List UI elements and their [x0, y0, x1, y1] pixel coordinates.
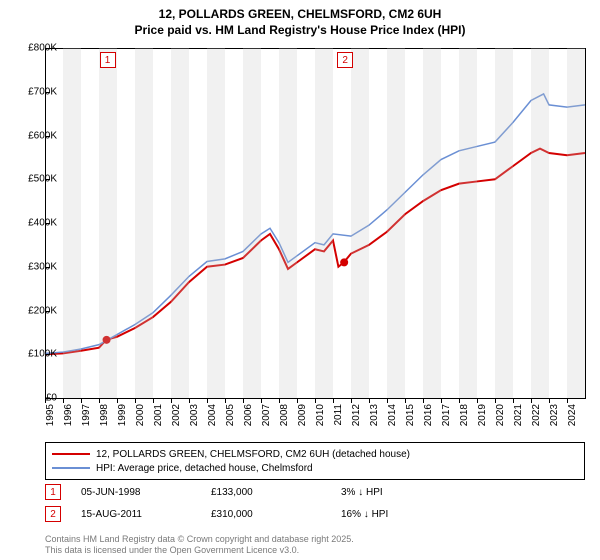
y-tick-label: £700K: [28, 86, 57, 97]
footer-line-2: This data is licensed under the Open Gov…: [45, 545, 354, 556]
sale-delta-1: 3% ↓ HPI: [341, 487, 383, 498]
x-tick-label: 2015: [405, 404, 416, 444]
x-tick-label: 2009: [297, 404, 308, 444]
x-tick-label: 1997: [81, 404, 92, 444]
chart-container: 12, POLLARDS GREEN, CHELMSFORD, CM2 6UH …: [0, 0, 600, 560]
x-tick-label: 2007: [261, 404, 272, 444]
legend-row-red: 12, POLLARDS GREEN, CHELMSFORD, CM2 6UH …: [52, 447, 578, 461]
sale-delta-2: 16% ↓ HPI: [341, 509, 388, 520]
x-tick-label: 2003: [189, 404, 200, 444]
legend-row-blue: HPI: Average price, detached house, Chel…: [52, 461, 578, 475]
x-tick-label: 1996: [63, 404, 74, 444]
x-tick-label: 1998: [99, 404, 110, 444]
chart-marker-2: 2: [337, 52, 353, 68]
x-tick-label: 2013: [369, 404, 380, 444]
x-tick-label: 2023: [549, 404, 560, 444]
y-tick-label: £100K: [28, 349, 57, 360]
x-tick-label: 2000: [135, 404, 146, 444]
x-tick-label: 2022: [531, 404, 542, 444]
sale-date-2: 15-AUG-2011: [81, 509, 211, 520]
x-tick-label: 2018: [459, 404, 470, 444]
x-tick-label: 2006: [243, 404, 254, 444]
x-tick-label: 1995: [45, 404, 56, 444]
sale-marker-2: 2: [45, 506, 61, 522]
y-tick-label: £500K: [28, 174, 57, 185]
x-tick-label: 2002: [171, 404, 182, 444]
y-tick-label: £400K: [28, 218, 57, 229]
legend-label-red: 12, POLLARDS GREEN, CHELMSFORD, CM2 6UH …: [96, 449, 410, 460]
x-tick-label: 2008: [279, 404, 290, 444]
chart-marker-1: 1: [100, 52, 116, 68]
x-tick-label: 2017: [441, 404, 452, 444]
x-tick-label: 2004: [207, 404, 218, 444]
x-tick-label: 2021: [513, 404, 524, 444]
sale-row-1: 1 05-JUN-1998 £133,000 3% ↓ HPI: [45, 484, 585, 500]
x-tick-label: 2020: [495, 404, 506, 444]
sale-marker-1: 1: [45, 484, 61, 500]
x-tick-label: 2012: [351, 404, 362, 444]
y-tick-label: £200K: [28, 305, 57, 316]
x-tick-label: 2014: [387, 404, 398, 444]
x-tick-label: 2001: [153, 404, 164, 444]
legend-label-blue: HPI: Average price, detached house, Chel…: [96, 463, 313, 474]
x-tick-label: 2011: [333, 404, 344, 444]
legend-swatch-red: [52, 453, 90, 455]
x-tick-label: 2019: [477, 404, 488, 444]
footer-line-1: Contains HM Land Registry data © Crown c…: [45, 534, 354, 545]
footer: Contains HM Land Registry data © Crown c…: [45, 534, 354, 557]
x-tick-label: 2010: [315, 404, 326, 444]
sale-dot-2: [340, 258, 348, 266]
x-tick-label: 1999: [117, 404, 128, 444]
x-tick-label: 2024: [567, 404, 578, 444]
x-tick-label: 2005: [225, 404, 236, 444]
sale-date-1: 05-JUN-1998: [81, 487, 211, 498]
sale-price-2: £310,000: [211, 509, 341, 520]
x-tick-label: 2016: [423, 404, 434, 444]
y-tick-label: £800K: [28, 43, 57, 54]
y-tick-label: £300K: [28, 261, 57, 272]
legend-swatch-blue: [52, 467, 90, 469]
legend: 12, POLLARDS GREEN, CHELMSFORD, CM2 6UH …: [45, 442, 585, 480]
y-tick-label: £600K: [28, 130, 57, 141]
sale-row-2: 2 15-AUG-2011 £310,000 16% ↓ HPI: [45, 506, 585, 522]
sale-price-1: £133,000: [211, 487, 341, 498]
